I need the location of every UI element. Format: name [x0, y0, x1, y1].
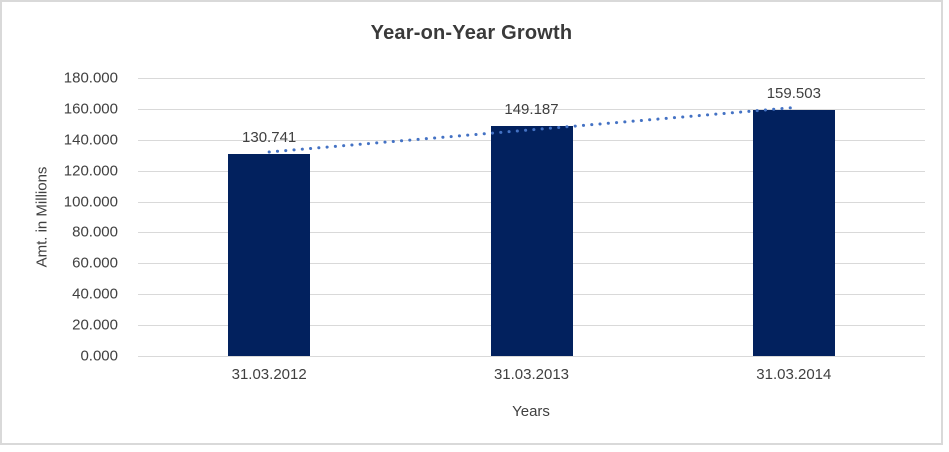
x-axis-title: Years	[512, 403, 550, 420]
y-tick-label: 180.000	[63, 69, 118, 87]
gridline	[138, 78, 925, 79]
y-tick-label: 0.000	[80, 347, 118, 365]
bar	[490, 125, 573, 356]
y-tick-label: 100.000	[63, 193, 118, 211]
y-tick-label: 120.000	[63, 162, 118, 180]
chart-title: Year-on-Year Growth	[370, 22, 573, 44]
bar	[752, 109, 835, 356]
y-tick-label: 140.000	[63, 131, 118, 149]
x-tick-label: 31.03.2012	[231, 366, 307, 383]
y-tick-label: 160.000	[63, 100, 118, 118]
x-tick-label: 31.03.2013	[493, 366, 570, 383]
x-tick-label: 31.03.2014	[756, 366, 832, 383]
data-label: 159.503	[766, 84, 821, 102]
y-tick-label: 60.000	[72, 254, 118, 272]
y-tick-label: 80.000	[72, 223, 118, 241]
y-tick-label: 20.000	[72, 316, 118, 334]
y-axis-title: Amt. in Millions	[33, 166, 51, 268]
bar	[228, 154, 311, 356]
y-tick-label: 40.000	[72, 285, 118, 303]
gridline	[138, 356, 925, 357]
data-label: 149.187	[504, 100, 559, 118]
data-label: 130.741	[242, 129, 297, 147]
